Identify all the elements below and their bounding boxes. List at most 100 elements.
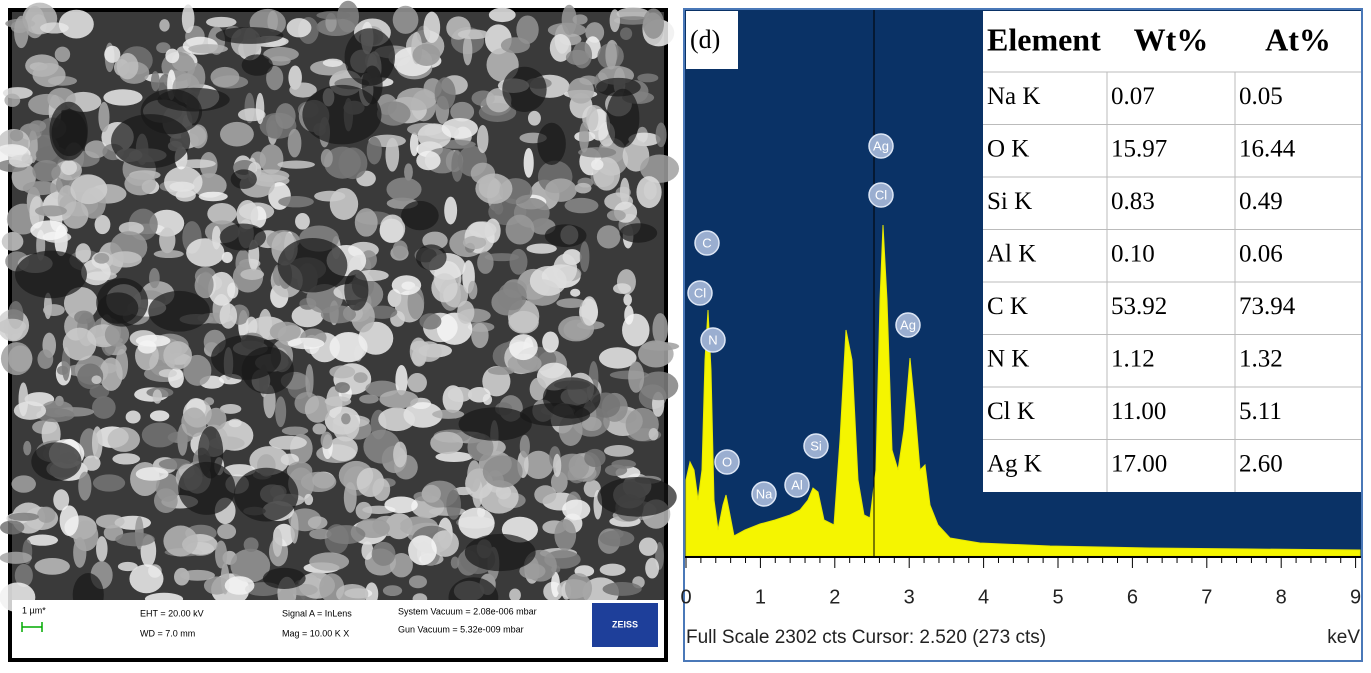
particle [599,563,626,576]
particle [320,305,357,324]
particle [37,506,56,523]
pore [241,346,294,395]
particle [181,4,195,34]
particle [221,251,233,264]
table-cell: 0.05 [1239,83,1283,110]
particle [73,537,87,568]
particle [372,478,391,502]
table-cell: 1.32 [1239,345,1283,372]
pore [31,442,82,481]
particle [23,440,32,456]
table-cell: 15.97 [1111,135,1167,162]
particle [326,525,366,545]
particle [529,377,547,401]
particle [542,331,559,353]
particle [534,485,557,505]
particle [523,450,554,480]
particle [549,34,572,62]
pore [302,84,382,145]
particle [393,441,407,468]
particle [159,227,176,254]
particle [523,147,534,178]
particle [435,451,473,462]
particle [125,410,141,424]
table-cell: 16.44 [1239,135,1296,162]
table-background [983,11,1361,492]
particle [11,475,36,493]
particle [107,427,141,452]
particle [527,110,541,126]
particle [431,530,459,557]
particle [444,196,458,225]
x-tick-label: 8 [1276,586,1287,608]
particle [99,357,123,391]
particle [153,488,178,513]
particle [441,117,478,139]
particle [81,259,111,286]
particle [198,191,228,202]
particle [579,121,590,153]
pore [230,169,257,189]
peak-label: Al [791,477,803,492]
particle [150,71,160,92]
particle [91,426,103,460]
pore [464,533,536,572]
particle [243,537,259,553]
particle [219,121,254,147]
particle [655,122,667,148]
particle [645,557,660,579]
particle [153,249,184,259]
table-cell: Al K [987,240,1036,267]
particle [332,411,360,442]
particle [507,353,542,374]
pore [262,567,306,589]
x-tick-label: 5 [1052,586,1063,608]
table-cell: O K [987,135,1029,162]
particle [355,501,373,520]
table-cell: 5.11 [1239,398,1282,425]
particle [545,178,577,202]
particle [115,532,155,547]
pore [344,28,396,86]
particle [236,200,259,230]
particle [230,548,271,583]
particle [397,87,437,111]
particle [430,431,463,455]
particle [281,426,309,436]
particle [83,455,101,471]
x-tick-label: 9 [1350,586,1361,608]
particle [450,556,460,569]
particle [556,298,586,308]
particle [432,409,465,419]
particle [462,35,473,66]
particle [475,173,513,204]
particle [324,396,352,407]
table-cell: 0.83 [1111,188,1155,215]
particle [329,332,368,363]
particle [609,9,621,33]
particle [94,215,111,235]
particle [328,436,358,462]
table-cell: 1.12 [1111,345,1155,372]
particle [98,101,110,133]
particle [636,176,662,209]
particle [567,77,595,104]
peak-marker [784,472,810,498]
pore [606,88,640,148]
particle [165,48,180,64]
pore [597,477,677,517]
particle [605,41,617,70]
particle [482,455,523,488]
particle [648,428,659,441]
particle [638,537,658,556]
particle [203,397,215,406]
panel-label: (d) [690,25,720,54]
particle [129,564,164,594]
particle [434,77,456,110]
particle [628,361,645,393]
particle [29,120,47,132]
particle [309,528,332,540]
particle [116,53,139,80]
particle [37,349,54,370]
particle [487,366,515,375]
